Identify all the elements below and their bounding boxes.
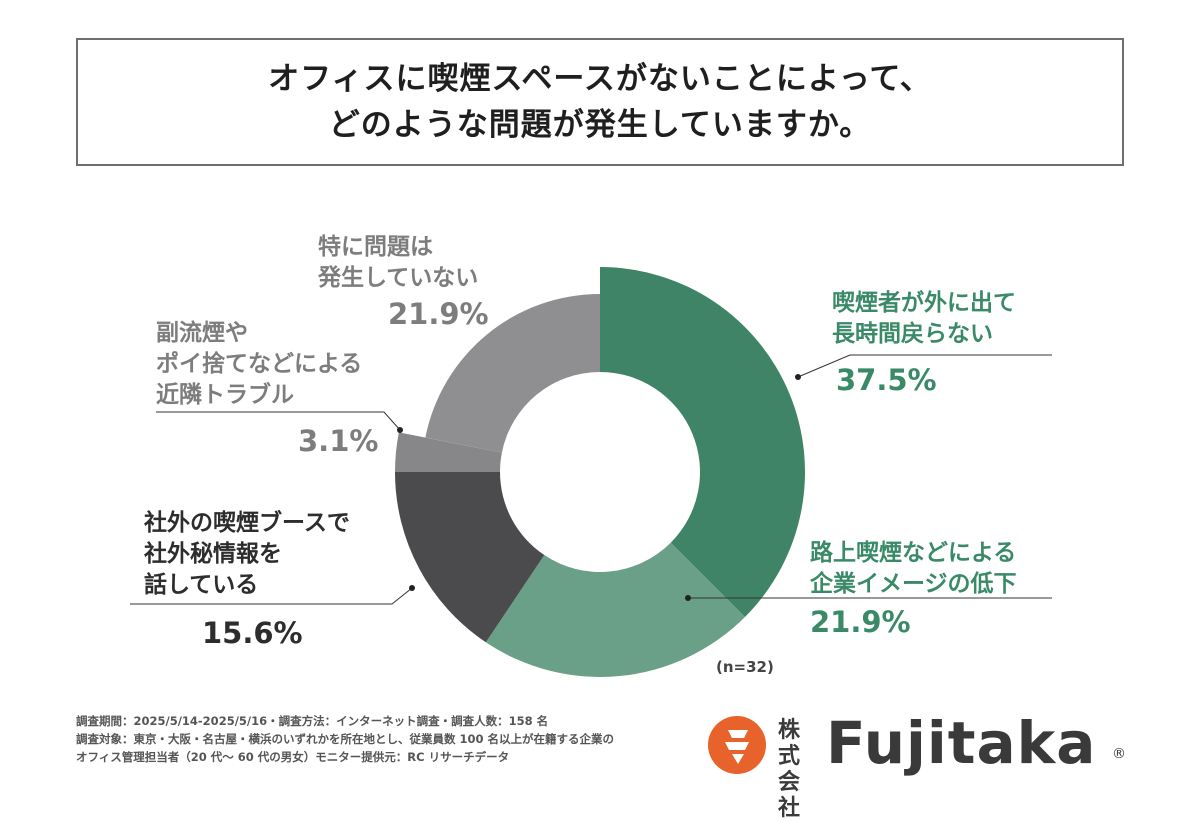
title-line-2: どのような問題が発生していますか。 [328, 107, 872, 143]
leader-dot [685, 595, 691, 601]
slice-name-line: 話している [144, 572, 259, 598]
slice-name: 社外の喫煙ブースで 社外秘情報を 話している [144, 508, 350, 601]
slice-label-no-problem: 特に問題は 発生していない 21.9% [318, 232, 489, 334]
leader-dot [409, 585, 415, 591]
slice-label-info-leak: 社外の喫煙ブースで 社外秘情報を 話している 15.6% [132, 508, 350, 653]
footnote-line: オフィス管理担当者（20 代～ 60 代の男女）モニター提供元：RC リサーチデ… [76, 750, 510, 764]
slice-percent: 15.6% [202, 616, 303, 650]
leader-lines [130, 354, 1052, 605]
leader-dot [795, 374, 801, 380]
slice-long-absence [600, 267, 805, 617]
slice-image-damage [485, 542, 745, 677]
slice-label-neighbor-trouble: 副流煙や ポイ捨てなどによる 近隣トラブル 3.1% [156, 318, 378, 461]
slice-name-line: 社外秘情報を [144, 541, 282, 567]
slice-name-line: 路上喫煙などによる [810, 540, 1017, 566]
logo-wordmark: Fujitaka [826, 709, 1097, 777]
footnote-line: 調査対象：東京・大阪・名古屋・横浜のいずれかを所在地とし、従業員数 100 名以… [76, 732, 615, 746]
logo-kanji-line: 株式 [778, 718, 801, 769]
slice-name: 路上喫煙などによる 企業イメージの低下 [810, 538, 1017, 600]
company-logo: 株式 会社 Fujitaka ® [708, 710, 1138, 821]
slice-percent: 37.5% [836, 363, 937, 397]
slice-percent: 3.1% [298, 424, 379, 458]
leader-line-info-leak [130, 587, 413, 605]
registered-mark: ® [1112, 746, 1126, 762]
slice-percent: 21.9% [388, 297, 489, 331]
slice-name-line: 企業イメージの低下 [810, 571, 1017, 597]
slice-neighbor-trouble [395, 432, 502, 472]
title-box: オフィスに喫煙スペースがないことによって、 どのような問題が発生していますか。 [76, 38, 1124, 166]
slice-name: 特に問題は 発生していない [318, 232, 489, 294]
logo-kanji-line: 会社 [778, 770, 801, 821]
slice-label-image-damage: 路上喫煙などによる 企業イメージの低下 21.9% [810, 538, 1017, 642]
slice-label-long-absence: 喫煙者が外に出て 長時間戻らない 37.5% [832, 288, 1016, 400]
slice-name: 喫煙者が外に出て 長時間戻らない [832, 288, 1016, 350]
logo-mark-icon [708, 716, 766, 774]
donut-slices [395, 267, 805, 677]
leader-dot [397, 427, 403, 433]
slice-name-line: 長時間戻らない [832, 321, 993, 347]
slice-name: 副流煙や ポイ捨てなどによる 近隣トラブル [156, 318, 378, 411]
slice-name-line: ポイ捨てなどによる [156, 351, 363, 377]
slice-name-line: 近隣トラブル [156, 382, 294, 408]
sample-size-label: (n=32) [716, 658, 774, 676]
leader-line-neighbor-trouble [156, 411, 401, 431]
slice-info-leak [395, 472, 545, 643]
footnote-line: 調査期間：2025/5/14-2025/5/16・調査方法：インターネット調査・… [76, 714, 549, 728]
slice-name-line: 副流煙や [156, 320, 248, 346]
slice-name-line: 発生していない [318, 265, 479, 291]
slice-percent: 21.9% [810, 605, 911, 639]
slice-no-problem [425, 294, 600, 453]
title-line-1: オフィスに喫煙スペースがないことによって、 [268, 61, 932, 97]
donut-chart [130, 267, 1052, 677]
leader-line-long-absence [797, 354, 1052, 378]
slice-name-line: 喫煙者が外に出て [832, 290, 1016, 316]
slice-name-line: 社外の喫煙ブースで [144, 510, 350, 536]
slice-name-line: 特に問題は [318, 234, 433, 260]
logo-kanji: 株式 会社 [778, 718, 818, 822]
survey-footnote: 調査期間：2025/5/14-2025/5/16・調査方法：インターネット調査・… [76, 712, 716, 766]
